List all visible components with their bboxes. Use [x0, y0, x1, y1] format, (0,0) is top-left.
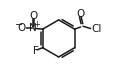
Text: O: O [76, 9, 85, 19]
Text: +: + [33, 20, 40, 29]
Text: F: F [33, 46, 38, 56]
Text: −: − [15, 20, 23, 30]
Text: O: O [18, 23, 26, 33]
Text: N: N [30, 23, 37, 33]
Text: Cl: Cl [92, 24, 102, 34]
Text: O: O [29, 11, 38, 21]
